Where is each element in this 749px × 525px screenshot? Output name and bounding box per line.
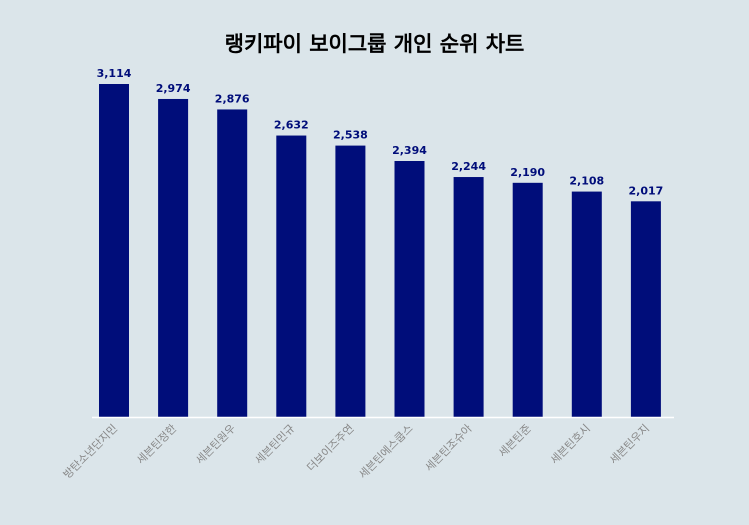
bar-10 [630, 201, 661, 417]
chart-title: 랭키파이 보이그룹 개인 순위 차트 [224, 32, 525, 56]
category-label-2: 세븐틴정한 [134, 422, 179, 467]
value-label-2: 2,974 [156, 82, 191, 95]
value-label-7: 2,244 [451, 160, 486, 173]
value-label-8: 2,190 [510, 166, 545, 179]
category-label-1: 방탄소년단지민 [61, 422, 120, 481]
category-label-5: 더보이즈주연 [304, 422, 356, 474]
bar-3 [217, 109, 248, 417]
category-label-7: 세븐틴조슈아 [423, 422, 475, 474]
value-label-1: 3,114 [97, 67, 132, 80]
category-label-4: 세븐틴민규 [252, 422, 297, 467]
bar-2 [158, 98, 189, 417]
value-label-3: 2,876 [215, 92, 250, 105]
bar-1 [99, 84, 129, 417]
bar-8 [512, 182, 543, 417]
bar-4 [276, 135, 307, 418]
category-label-3: 세븐틴원우 [193, 422, 238, 467]
category-label-6: 세븐틴에스쿱스 [356, 422, 415, 481]
value-label-10: 2,017 [629, 184, 664, 197]
bar-5 [335, 145, 366, 417]
value-label-4: 2,632 [274, 119, 309, 132]
category-label-10: 세븐틴우지 [607, 422, 652, 467]
value-label-5: 2,538 [333, 129, 368, 142]
value-label-9: 2,108 [569, 175, 604, 188]
bar-6 [394, 160, 425, 418]
bar-7 [453, 177, 484, 417]
bar-9 [571, 191, 602, 417]
category-label-8: 세븐틴준 [496, 422, 534, 460]
category-label-9: 세븐틴호시 [548, 422, 593, 467]
value-label-6: 2,394 [392, 144, 427, 157]
